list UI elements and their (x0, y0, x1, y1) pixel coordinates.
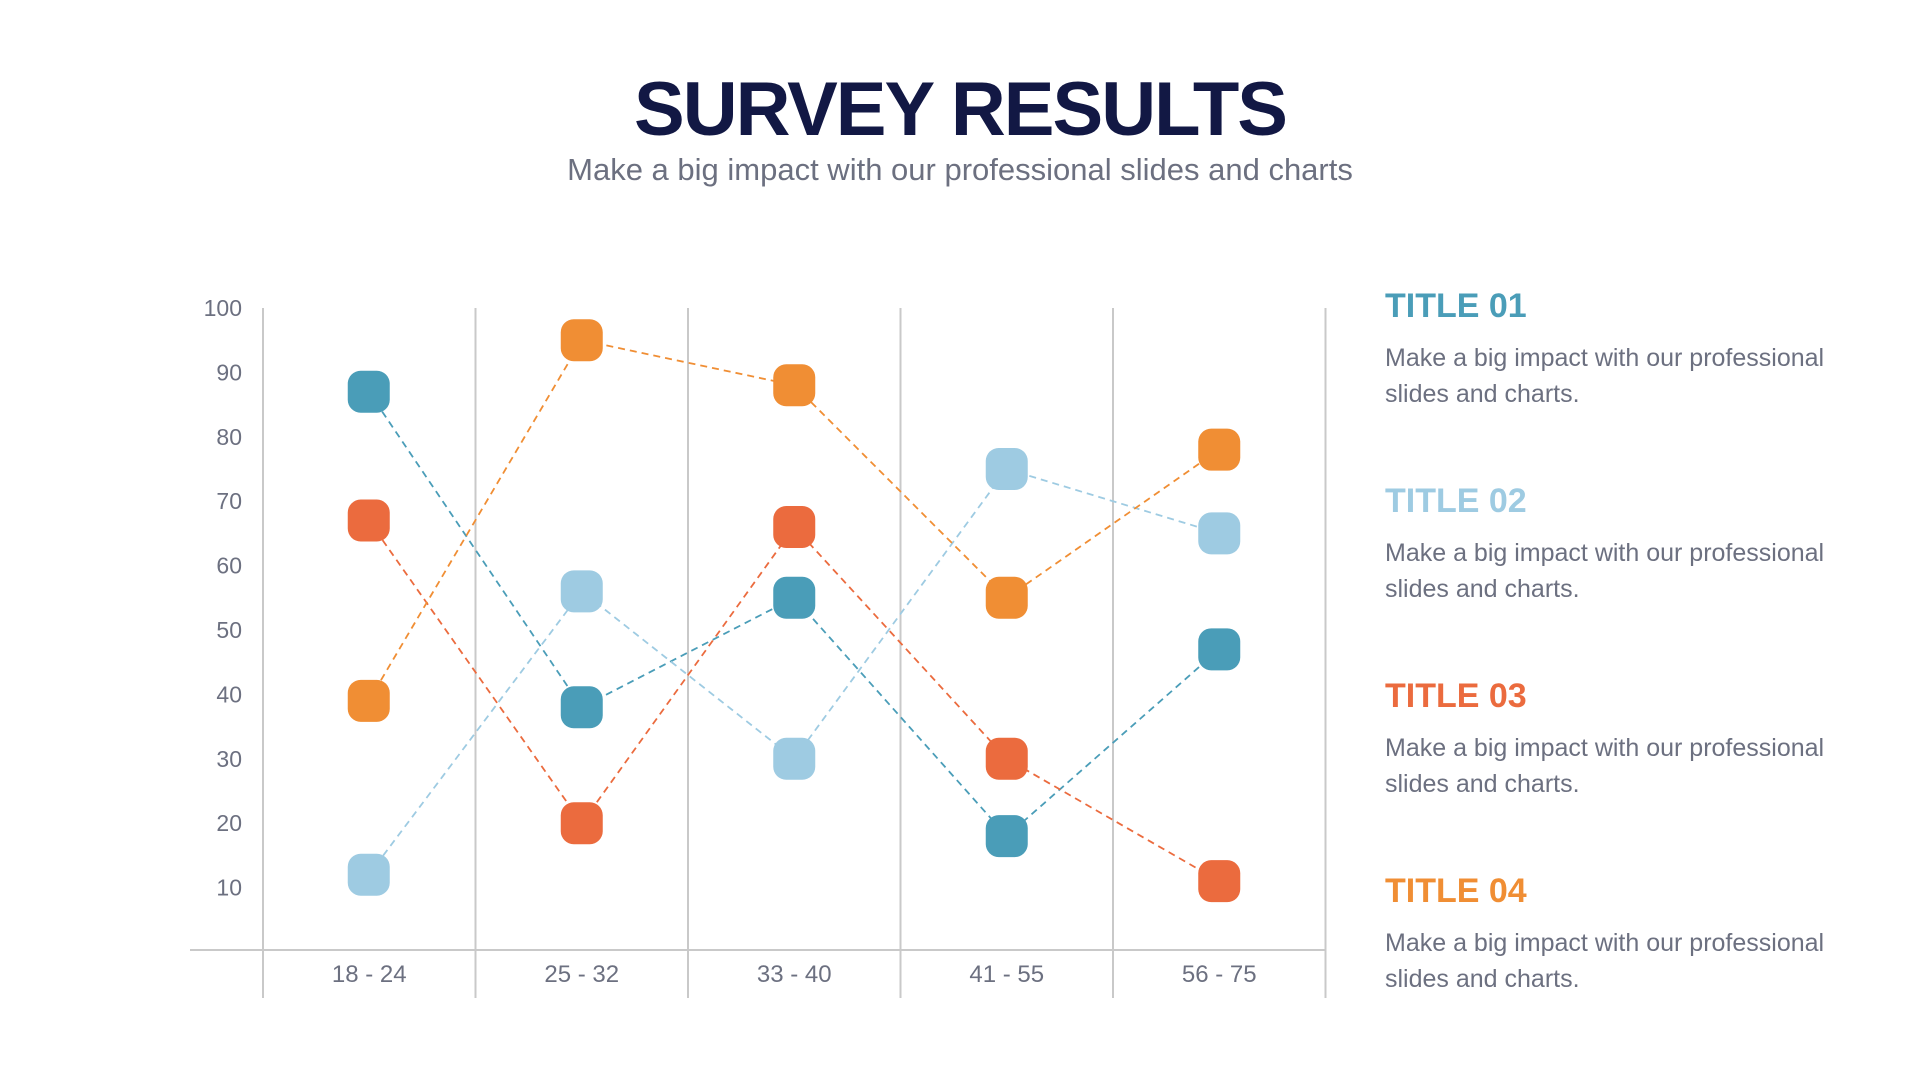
legend-body-4: Make a big impact with our professional … (1385, 929, 1825, 993)
y-tick-label-40: 40 (216, 681, 242, 707)
y-tick-label-70: 70 (216, 488, 242, 514)
y-tick-label-80: 80 (216, 424, 242, 450)
legend-body-2: Make a big impact with our professional … (1385, 539, 1825, 603)
series-4-point-4 (985, 576, 1028, 619)
y-tick-label-10: 10 (216, 875, 242, 901)
series-4-point-2 (560, 319, 603, 362)
series-3-point-5 (1198, 860, 1241, 903)
legend-title-2: TITLE 02 (1385, 482, 1527, 520)
x-tick-label-3: 33 - 40 (757, 961, 832, 988)
series-2-point-4 (985, 448, 1028, 490)
page-title: SURVEY RESULTS (634, 67, 1288, 152)
series-1-point-3 (773, 576, 816, 619)
legend-item-4: TITLE 04 Make a big impact with our prof… (1385, 871, 1845, 997)
series-3-point-2 (560, 802, 603, 845)
series-3-point-4 (985, 737, 1028, 780)
page-subtitle: Make a big impact with our professional … (567, 152, 1353, 187)
survey-chart: 10 20 30 40 50 60 70 80 90 100 18 - 24 25 - 32 33 - … (190, 295, 1327, 998)
series-1-point-5 (1198, 628, 1241, 671)
series-2-point-3 (773, 737, 816, 780)
y-tick-label-50: 50 (216, 617, 242, 643)
series-line-1 (368, 391, 1220, 838)
chart-grid (190, 308, 1327, 998)
legend-body-1: Make a big impact with our professional … (1385, 344, 1825, 408)
y-tick-label-20: 20 (216, 810, 242, 836)
y-tick-label-90: 90 (216, 359, 242, 385)
series-line-3 (368, 520, 1220, 882)
series-1-point-2 (560, 686, 603, 729)
x-tick-label-4: 41 - 55 (969, 961, 1044, 988)
series-3-point-1 (347, 499, 390, 542)
series-4-point-3 (773, 364, 816, 407)
y-tick-label-60: 60 (216, 553, 242, 579)
chart-labels: 10 20 30 40 50 60 70 80 90 100 18 - 24 25 - 32 33 - … (204, 295, 1257, 988)
series-4-point-1 (347, 679, 390, 722)
series-1-point-1 (347, 370, 390, 413)
legend-item-3: TITLE 03 Make a big impact with our prof… (1385, 676, 1845, 802)
legend-item-1: TITLE 01 Make a big impact with our prof… (1385, 286, 1845, 412)
series-2-point-1 (347, 853, 390, 896)
legend-item-2: TITLE 02 Make a big impact with our prof… (1385, 481, 1845, 607)
y-tick-label-100: 100 (204, 295, 242, 321)
chart-points (347, 319, 1241, 903)
legend-body-3: Make a big impact with our professional … (1385, 734, 1825, 798)
x-tick-label-1: 18 - 24 (332, 961, 407, 988)
series-3-point-3 (773, 505, 816, 548)
series-2-point-5 (1198, 512, 1241, 555)
legend-title-4: TITLE 04 (1385, 872, 1527, 910)
y-tick-label-30: 30 (216, 746, 242, 772)
series-2-point-2 (560, 570, 603, 613)
series-1-point-4 (985, 815, 1028, 858)
legend-title-1: TITLE 01 (1385, 287, 1527, 325)
legend-title-3: TITLE 03 (1385, 677, 1527, 715)
x-tick-label-2: 25 - 32 (544, 961, 619, 988)
series-4-point-5 (1198, 428, 1241, 471)
x-tick-label-5: 56 - 75 (1182, 961, 1257, 988)
